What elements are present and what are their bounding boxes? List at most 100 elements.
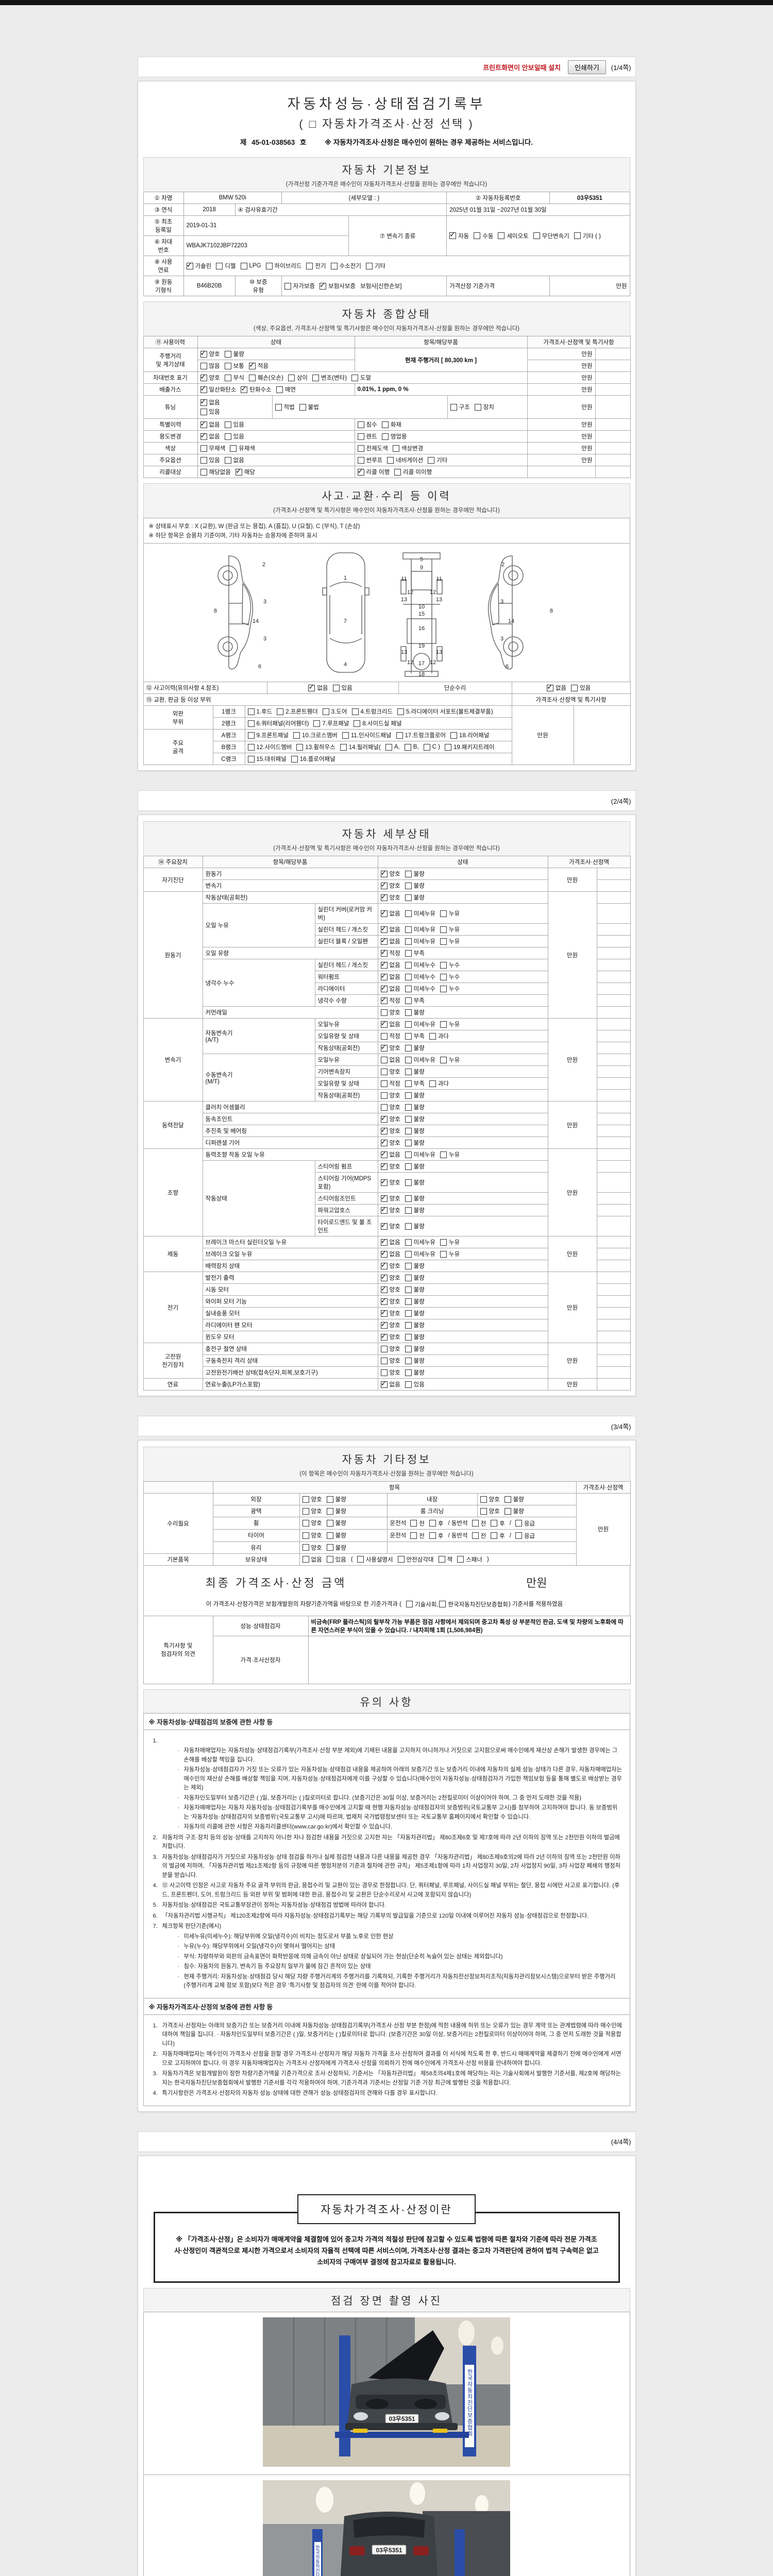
checkbox-icon[interactable] [423, 743, 430, 751]
check-option[interactable]: 13.휠하우스 [296, 743, 335, 751]
check-option[interactable]: 누유 [440, 909, 460, 918]
checkbox-icon[interactable] [405, 997, 412, 1004]
check-option[interactable]: 누유 [440, 937, 460, 945]
check-option[interactable]: 안전삼각대 [397, 1555, 434, 1564]
check-option[interactable]: 18.리어패널 [450, 731, 489, 739]
checkbox-icon[interactable] [326, 1519, 333, 1527]
checkbox-icon[interactable] [574, 232, 581, 239]
checkbox-icon[interactable] [200, 349, 207, 358]
check-option[interactable]: 양호 [380, 1114, 400, 1123]
check-option[interactable]: 양호 [380, 1320, 400, 1329]
check-option[interactable]: 15.대쉬패널 [247, 755, 287, 763]
checkbox-icon[interactable] [405, 1127, 412, 1134]
check-option[interactable]: 미세누유 [405, 1250, 435, 1258]
checkbox-icon[interactable] [380, 1104, 388, 1111]
check-option[interactable]: 없음 [380, 972, 400, 981]
checkbox-icon[interactable] [405, 1139, 412, 1146]
checkbox-icon[interactable] [405, 1223, 412, 1230]
check-option[interactable]: 12.사이드멤버 [247, 743, 292, 751]
check-option[interactable]: 수소전기 [330, 262, 361, 270]
check-option[interactable]: 해당없음 [200, 468, 231, 476]
check-option[interactable]: 없음 [380, 1149, 400, 1159]
checkbox-icon[interactable] [397, 1556, 405, 1563]
checkbox-icon[interactable] [405, 1250, 412, 1258]
checkbox-icon[interactable] [380, 1296, 388, 1305]
checkbox-icon[interactable] [380, 972, 388, 980]
check-option[interactable]: 누유 [440, 1056, 460, 1064]
checkbox-icon[interactable] [546, 683, 553, 691]
check-option[interactable]: 불량 [405, 1345, 425, 1353]
check-option[interactable]: 적음 [248, 361, 268, 370]
checkbox-icon[interactable] [405, 926, 412, 933]
check-option[interactable]: 기술사회, [406, 1600, 438, 1608]
check-option[interactable]: 있음 [405, 1380, 425, 1388]
check-option[interactable]: 불량 [405, 1274, 425, 1282]
check-option[interactable]: 무단변속기 [533, 232, 569, 240]
checkbox-icon[interactable] [450, 403, 457, 411]
checkbox-icon[interactable] [429, 1532, 436, 1539]
check-option[interactable]: 부족 [405, 996, 425, 1005]
checkbox-icon[interactable] [380, 869, 388, 877]
checkbox-icon[interactable] [396, 732, 403, 739]
check-option[interactable]: 있음 [200, 456, 220, 464]
check-option[interactable]: 없음 [380, 924, 400, 934]
check-option[interactable]: 불량 [405, 1178, 425, 1187]
check-option[interactable]: 구조 [450, 403, 470, 411]
checkbox-icon[interactable] [235, 467, 242, 476]
checkbox-icon[interactable] [380, 908, 388, 917]
checkbox-icon[interactable] [248, 374, 256, 381]
check-option[interactable]: 전 [410, 1519, 425, 1528]
checkbox-icon[interactable] [380, 1019, 388, 1028]
checkbox-icon[interactable] [247, 743, 255, 751]
checkbox-icon[interactable] [405, 1115, 412, 1123]
checkbox-icon[interactable] [275, 403, 282, 411]
check-option[interactable]: 있음 [571, 684, 591, 692]
check-option[interactable]: 19.패키지트레이 [444, 743, 494, 751]
checkbox-icon[interactable] [474, 403, 481, 411]
checkbox-icon[interactable] [504, 1507, 511, 1515]
checkbox-icon[interactable] [428, 456, 435, 464]
check-option[interactable]: 불량 [405, 1368, 425, 1377]
check-option[interactable]: 미세누유 [405, 937, 435, 945]
check-option[interactable]: 전 [410, 1532, 425, 1540]
check-option[interactable]: 도말 [351, 374, 371, 382]
check-option[interactable]: 불량 [405, 1321, 425, 1329]
checkbox-icon[interactable] [406, 1601, 413, 1608]
check-option[interactable]: 불량 [405, 1262, 425, 1270]
check-option[interactable]: 불량 [405, 1194, 425, 1202]
check-option[interactable]: LPG [240, 262, 261, 269]
check-option[interactable]: 양호 [302, 1544, 322, 1552]
install-print-link[interactable]: 프린트화면이 안보일때 설치 [483, 63, 561, 72]
checkbox-icon[interactable] [200, 408, 207, 415]
check-option[interactable]: 누유 [440, 1020, 460, 1028]
check-option[interactable]: 양호 [480, 1507, 500, 1515]
checkbox-icon[interactable] [380, 1056, 388, 1063]
check-option[interactable]: 미세누유 [405, 1150, 435, 1159]
check-option[interactable]: 불량 [405, 1127, 425, 1135]
check-option[interactable]: 자가보증 [284, 282, 315, 290]
checkbox-icon[interactable] [200, 397, 207, 406]
checkbox-icon[interactable] [533, 232, 540, 239]
checkbox-icon[interactable] [224, 433, 231, 440]
check-option[interactable]: 불법 [299, 403, 319, 411]
checkbox-icon[interactable] [302, 1544, 309, 1551]
checkbox-icon[interactable] [380, 1345, 388, 1352]
checkbox-icon[interactable] [440, 938, 447, 945]
check-option[interactable]: 적정 [380, 995, 400, 1005]
checkbox-icon[interactable] [380, 984, 388, 992]
checkbox-icon[interactable] [380, 924, 388, 933]
check-option[interactable]: 무채색 [200, 444, 225, 452]
checkbox-icon[interactable] [326, 1507, 333, 1515]
check-option[interactable]: 양호 [302, 1507, 322, 1515]
check-option[interactable]: 미세누수 [405, 961, 435, 969]
checkbox-icon[interactable] [332, 684, 340, 691]
checkbox-icon[interactable] [288, 374, 295, 381]
checkbox-icon[interactable] [357, 445, 364, 452]
check-option[interactable]: 사용설명서 [357, 1555, 393, 1564]
check-option[interactable]: 양호 [302, 1531, 322, 1539]
check-option[interactable]: 불량 [326, 1531, 346, 1539]
checkbox-icon[interactable] [351, 708, 359, 715]
check-option[interactable]: 양호 [380, 1126, 400, 1135]
checkbox-icon[interactable] [380, 1332, 388, 1341]
checkbox-icon[interactable] [491, 1532, 498, 1539]
